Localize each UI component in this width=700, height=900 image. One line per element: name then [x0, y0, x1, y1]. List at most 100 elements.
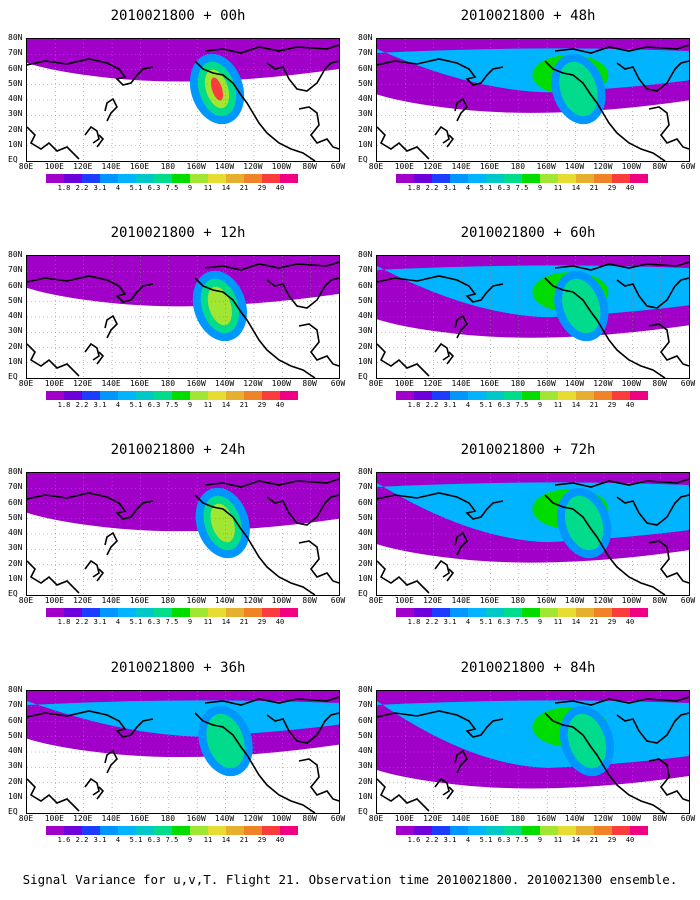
latitude-label: 80N [8, 468, 23, 476]
coastline [616, 494, 689, 526]
latitude-label: 70N [8, 701, 23, 710]
latitude-label: 70N [358, 483, 373, 492]
longitude-label: 140E [451, 162, 471, 171]
latitude-label: 20N [358, 342, 373, 351]
colorbar-segment [118, 608, 136, 617]
latitude-label: 40N [8, 747, 23, 755]
longitude-label: 60W [680, 162, 696, 171]
variance-band-low [27, 39, 339, 82]
colorbar-tick-label: 9 [187, 184, 193, 192]
colorbar-segment [100, 826, 118, 835]
coastline [648, 540, 689, 584]
latitude-label: 30N [358, 327, 373, 336]
longitude-label: 160E [129, 162, 150, 171]
latitude-label: 30N [358, 762, 373, 771]
colorbar-tick-label: 11 [553, 184, 563, 192]
colorbar-segment [46, 391, 64, 400]
colorbar-tick-label: 40 [275, 836, 285, 844]
colorbar-segment [208, 608, 226, 617]
colorbar-tick-label: 14 [571, 836, 581, 844]
latitude-label: 70N [358, 49, 373, 58]
variance-plume-contour [559, 61, 598, 117]
colorbar-segment [522, 391, 540, 400]
longitude-label: 120W [593, 162, 613, 171]
coastline [446, 568, 455, 582]
latitude-label: EQ [8, 156, 18, 164]
colorbar-segment [468, 826, 486, 835]
colorbar-tick-label: 6.3 [497, 401, 511, 409]
colorbar-segment [100, 391, 118, 400]
variance-band-low [27, 473, 339, 532]
longitude-label: 180 [160, 814, 176, 823]
colorbar-segment [396, 826, 414, 835]
longitude-label: 100E [394, 379, 414, 388]
colorbar-segment [244, 608, 262, 617]
coastline [266, 277, 339, 309]
longitude-label: 180 [510, 379, 526, 388]
colorbar-segment [172, 391, 190, 400]
latitude-label: 60N [8, 716, 23, 725]
colorbar-tick-label: 9 [537, 836, 543, 844]
latitude-label: 80N [358, 34, 373, 42]
colorbar-tick-label: 11 [553, 401, 563, 409]
colorbar [46, 174, 298, 183]
map-plot [26, 38, 340, 162]
colorbar-segment [486, 391, 504, 400]
colorbar-tick-label: 21 [239, 184, 249, 192]
longitude-label: 120E [423, 162, 443, 171]
longitude-label: 120E [423, 596, 443, 605]
longitude-label: 180 [160, 379, 176, 388]
coastline [648, 323, 689, 367]
longitude-label: 140E [101, 379, 121, 388]
longitude-label: 100W [621, 162, 641, 171]
variance-plume-contour [206, 713, 245, 769]
colorbar-tick-label: 5.1 [479, 184, 493, 192]
longitude-label: 140W [214, 596, 235, 605]
colorbar-segment [226, 174, 244, 183]
map-plot [376, 690, 690, 814]
colorbar-labels: 1.8 2.2 3.1 4 5.1 6.3 7.5 9 11 14 21 29 40 [46, 618, 285, 626]
colorbar-segment [558, 174, 576, 183]
colorbar-segment [504, 826, 522, 835]
colorbar [396, 826, 648, 835]
latitude-label: 80N [8, 34, 23, 42]
latitude-label: 60N [358, 716, 373, 725]
colorbar-segment [612, 608, 630, 617]
colorbar-tick-label: 5.1 [129, 401, 143, 409]
colorbar-tick-label: 7.5 [165, 836, 179, 844]
colorbar-tick-label: 29 [607, 618, 617, 626]
latitude-label: 40N [8, 312, 23, 320]
colorbar [396, 174, 648, 183]
map-plot [26, 472, 340, 596]
colorbar-tick-label: 40 [625, 401, 635, 409]
colorbar-tick-label: 2.2 [75, 618, 89, 626]
latitude-label: 30N [358, 110, 373, 119]
longitude-label: 140E [101, 162, 121, 171]
colorbar-segment [432, 174, 450, 183]
colorbar-segment [172, 608, 190, 617]
colorbar-tick-label: 6.3 [497, 184, 511, 192]
longitude-label: 80W [302, 814, 317, 823]
latitude-label: EQ [358, 590, 368, 598]
longitude-label: 80W [652, 814, 667, 823]
colorbar-tick-label: 40 [625, 184, 635, 192]
variance-field [377, 473, 689, 595]
longitude-label: 100W [621, 379, 641, 388]
coastline [446, 134, 455, 148]
colorbar [46, 826, 298, 835]
colorbar-tick-label: 7.5 [515, 184, 529, 192]
latitude-label: EQ [358, 808, 368, 816]
colorbar-segment [414, 826, 432, 835]
colorbar-segment [504, 608, 522, 617]
coastline [554, 44, 689, 54]
coastline [616, 277, 689, 309]
variance-band-mid [27, 700, 339, 737]
colorbar-segment [280, 391, 298, 400]
colorbar-segment [558, 608, 576, 617]
colorbar-segment [64, 608, 82, 617]
coastline [434, 777, 450, 796]
longitude-label: 60W [330, 162, 346, 171]
colorbar-tick-label: 9 [187, 836, 193, 844]
colorbar-segment [504, 174, 522, 183]
colorbar-segment [486, 826, 504, 835]
